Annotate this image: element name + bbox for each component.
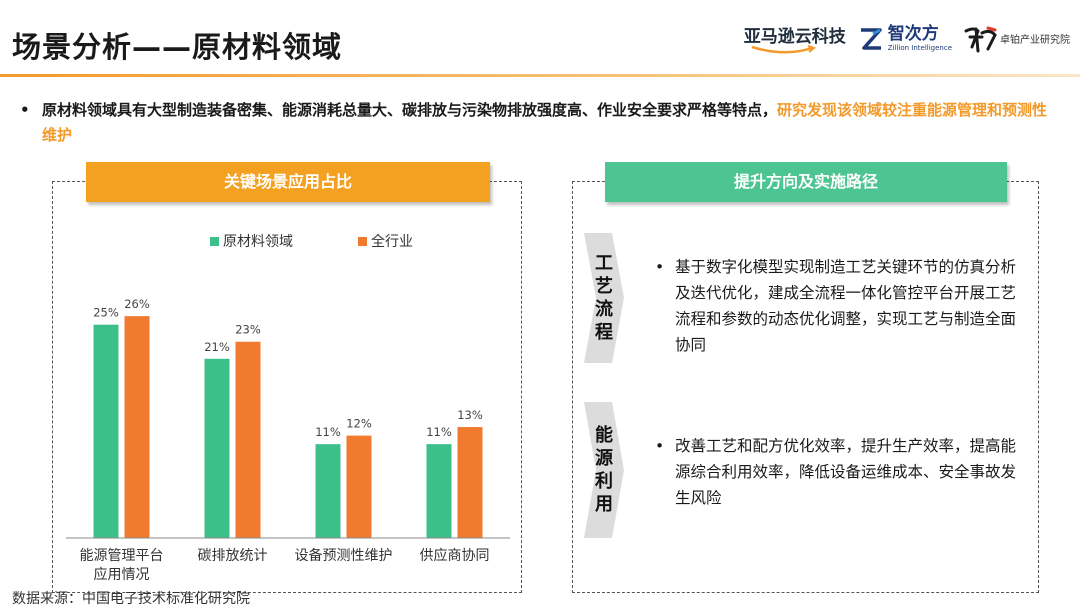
title-underline [0, 74, 1080, 77]
bar-chart: 原材料领域 全行业 25% 26% 21% 23% 11% 12% 11% 13% 能源管理平台… [66, 233, 510, 583]
chart-bars: 25% 26% 21% 23% 11% 12% 11% 13% [93, 297, 483, 538]
bar-value-label: 26% [124, 297, 150, 311]
tab-arrow-shape [584, 402, 624, 538]
tab-process-flow-label: 工艺流程 [595, 253, 613, 343]
intro-highlight: 研究发现该领域较注重能源管理和预测性维护 [42, 101, 1048, 144]
legend-label: 原材料领域 [223, 234, 293, 250]
bar-value-label: 12% [346, 417, 372, 431]
intro-text: 原材料领域具有大型制造装备密集、能源消耗总量大、碳排放与污染物排放强度高、作业安… [42, 101, 778, 119]
bar [124, 316, 150, 538]
process-flow-text: 基于数字化模型实现制造工艺关键环节的仿真分析及迭代优化，建成全流程一体化管控平台… [675, 258, 1017, 354]
x-tick-label: 设备预测性维护 [295, 547, 393, 564]
amazon-logo-text: 亚马逊云科技 [743, 27, 846, 47]
intro-bullet: • 原材料领域具有大型制造装备密集、能源消耗总量大、碳排放与污染物排放强度高、作… [20, 98, 1060, 148]
bar [93, 324, 119, 538]
bullet-dot: • [20, 101, 30, 119]
amazon-logo: 亚马逊云科技 [744, 22, 846, 55]
page-title: 场景分析——原材料领域 [12, 30, 343, 64]
legend-swatch [358, 237, 367, 246]
tab-energy-use: 能源利用 [584, 402, 624, 538]
intro-text-wrapper: 原材料领域具有大型制造装备密集、能源消耗总量大、碳排放与污染物排放强度高、作业安… [42, 98, 1060, 148]
bar [315, 444, 341, 538]
tab-energy-use-label: 能源利用 [595, 425, 613, 515]
tab-arrow-shape [584, 233, 624, 363]
zhicifang-mark-icon [860, 27, 882, 50]
bar [235, 341, 261, 538]
energy-use-detail: • 改善工艺和配方优化效率，提升生产效率，提高能源综合利用效率，降低设备运维成本… [655, 433, 1025, 511]
process-flow-detail: • 基于数字化模型实现制造工艺关键环节的仿真分析及迭代优化，建成全流程一体化管控… [655, 254, 1025, 358]
directions-panel [572, 181, 1039, 593]
bar-value-label: 11% [426, 425, 452, 439]
bar [204, 358, 230, 538]
x-tick-label: 供应商协同 [420, 547, 490, 564]
bar-value-label: 21% [204, 340, 230, 354]
data-source: 数据来源：中国电子技术标准化研究院 [12, 591, 250, 607]
chart-legend: 原材料领域 全行业 [210, 233, 413, 250]
x-tick-label: 应用情况 [94, 566, 150, 583]
x-tick-label: 能源管理平台 [80, 548, 164, 564]
legend-swatch [210, 237, 219, 246]
x-tick-label: 碳排放统计 [198, 548, 268, 564]
bar [346, 435, 372, 538]
bar-value-label: 25% [93, 306, 119, 320]
zhuogang-logo: 卓铂产业研究院 [964, 25, 1070, 53]
bar [457, 427, 483, 538]
bar-value-label: 11% [315, 425, 341, 439]
bar [426, 444, 452, 538]
amazon-smile-icon [751, 45, 816, 54]
zhicifang-logo-text: 智次方 [887, 23, 939, 44]
bar-value-label: 23% [235, 323, 261, 337]
zhuogang-mark-icon [964, 26, 997, 52]
bullet-dot: • [655, 437, 665, 455]
bar-value-label: 13% [457, 408, 483, 422]
tab-process-flow: 工艺流程 [584, 233, 624, 363]
zhicifang-logo: 智次方 Zillion Intelligence [858, 23, 952, 52]
chart-banner: 关键场景应用占比 [86, 162, 490, 202]
zhuogang-logo-text: 卓铂产业研究院 [1000, 35, 1070, 46]
zhicifang-logo-subtext: Zillion Intelligence [887, 43, 952, 52]
bullet-dot: • [655, 258, 665, 276]
directions-banner: 提升方向及实施路径 [605, 162, 1007, 202]
energy-use-text: 改善工艺和配方优化效率，提升生产效率，提高能源综合利用效率，降低设备运维成本、安… [675, 437, 1017, 507]
logo-group: 亚马逊云科技 智次方 Zillion Intelligence 卓铂产业研究院 [744, 22, 1070, 55]
legend-label: 全行业 [371, 233, 413, 250]
